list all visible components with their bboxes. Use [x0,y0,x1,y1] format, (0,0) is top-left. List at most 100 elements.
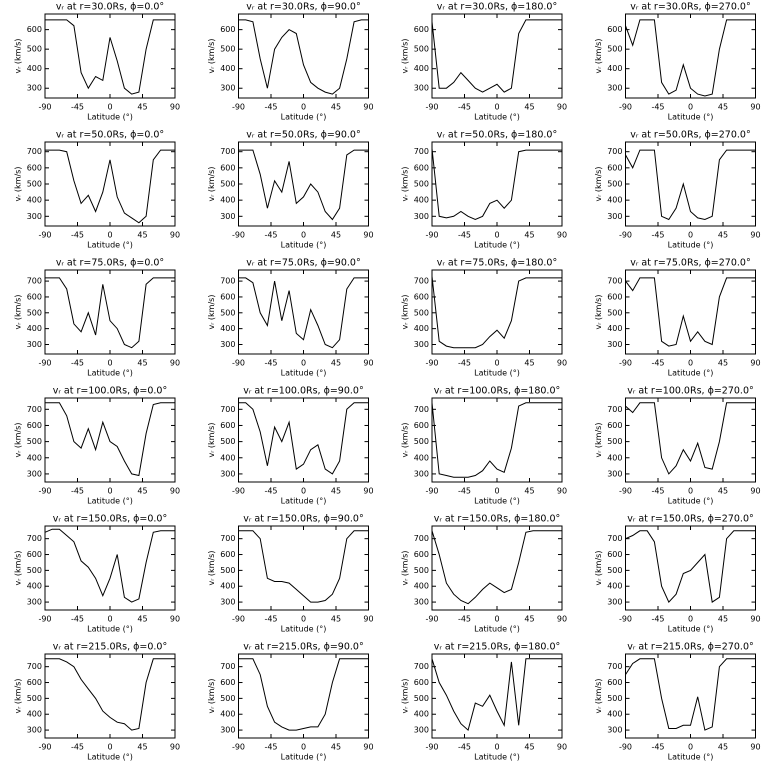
y-tick-label: 300 [27,598,42,607]
y-tick-label: 500 [607,566,622,575]
panel-title: vᵣ at r=75.0Rs, ϕ=180.0° [437,258,557,269]
x-tick-label: 90 [557,615,567,624]
x-tick-label: 90 [170,359,180,368]
x-tick-label: 0 [107,231,112,240]
y-tick-label: 300 [27,212,42,221]
plot-frame [431,13,563,99]
x-tick-label: 45 [718,231,728,240]
plot-frame [238,525,369,611]
y-tick-label: 400 [607,196,622,205]
y-tick-label: 500 [27,45,42,54]
x-tick-label: 0 [494,743,499,752]
plot-frame [625,397,756,483]
y-axis-label: vᵣ (km/s) [401,679,410,714]
y-tick-label: 600 [220,678,235,687]
y-tick-label: 400 [220,324,235,333]
data-line [431,148,562,221]
y-tick-label: 300 [607,726,622,735]
y-tick-label: 700 [607,662,622,671]
y-tick-label: 700 [220,534,235,543]
x-tick-label: 0 [688,231,693,240]
x-tick-label: -90 [232,743,245,752]
y-tick-label: 300 [27,340,42,349]
data-line [431,530,562,605]
x-tick-label: 45 [137,743,147,752]
panel-title: vᵣ at r=150.0Rs, ϕ=180.0° [434,514,561,525]
x-tick-label: -90 [619,743,632,752]
x-tick-label: -90 [38,487,51,496]
x-tick-label: -45 [264,231,277,240]
y-tick-label: 400 [607,324,622,333]
y-tick-label: 500 [414,180,429,189]
x-tick-label: 45 [524,615,534,624]
x-tick-label: 0 [688,743,693,752]
y-tick-label: 300 [607,598,622,607]
y-axis-label: vᵣ (km/s) [594,39,603,74]
y-tick-label: 400 [220,710,235,719]
panel-title: vᵣ at r=100.0Rs, ϕ=90.0° [243,386,363,397]
panel: vᵣ at r=75.0Rs, ϕ=270.0° -90 -45 0 45 90 300 40… [594,258,761,378]
y-tick-label: 600 [607,163,622,172]
x-tick-label: 90 [170,743,180,752]
x-tick-label: 45 [524,743,534,752]
panel-title: vᵣ at r=50.0Rs, ϕ=270.0° [630,130,750,141]
panel-title: vᵣ at r=150.0Rs, ϕ=270.0° [627,514,754,525]
x-tick-label: -45 [71,615,84,624]
y-tick-label: 500 [607,308,622,317]
x-axis-label: Latitude (°) [668,369,714,378]
x-tick-label: -45 [264,615,277,624]
x-tick-label: 45 [331,231,341,240]
x-axis-label: Latitude (°) [474,753,520,762]
y-tick-label: 500 [220,308,235,317]
x-tick-label: -45 [264,359,277,368]
x-tick-label: 90 [170,615,180,624]
panel: vᵣ at r=75.0Rs, ϕ=90.0° -90 -45 0 45 90 300 400… [207,258,374,378]
y-tick-label: 500 [414,437,429,446]
y-tick-label: 400 [607,453,622,462]
x-axis-label: Latitude (°) [87,241,133,250]
x-tick-label: -45 [71,359,84,368]
x-tick-label: -90 [38,103,51,112]
panel: vᵣ at r=100.0Rs, ϕ=270.0° -90 -45 0 45 90 300 4… [594,386,761,506]
x-tick-label: 90 [170,231,180,240]
plot-frame [44,525,176,611]
y-tick-label: 500 [220,45,235,54]
y-tick-label: 500 [414,694,429,703]
panel: vᵣ at r=50.0Rs, ϕ=270.0° -90 -45 0 45 90 300 40… [594,130,761,250]
x-axis-label: Latitude (°) [87,753,133,762]
x-tick-label: 0 [301,743,306,752]
y-tick-label: 300 [607,84,622,93]
y-tick-label: 700 [27,147,42,156]
x-axis-label: Latitude (°) [281,369,327,378]
x-tick-label: 0 [494,359,499,368]
y-tick-label: 600 [220,550,235,559]
y-tick-label: 400 [27,582,42,591]
y-axis-label: vᵣ (km/s) [207,167,216,202]
y-tick-label: 400 [607,582,622,591]
x-tick-label: 90 [557,743,567,752]
y-axis-label: vᵣ (km/s) [401,551,410,586]
data-line [238,19,369,95]
y-tick-label: 700 [414,277,429,286]
x-axis-label: Latitude (°) [668,497,714,506]
x-axis-label: Latitude (°) [668,113,714,122]
y-tick-label: 400 [414,64,429,73]
data-line [45,19,175,95]
x-tick-label: 0 [494,103,499,112]
x-tick-label: -90 [38,615,51,624]
y-tick-label: 400 [414,582,429,591]
panel: vᵣ at r=100.0Rs, ϕ=90.0° -90 -45 0 45 90 300 40… [207,386,374,506]
plot-frame [238,397,369,483]
panel: vᵣ at r=50.0Rs, ϕ=0.0° -90 -45 0 45 90 300 400 5… [14,130,181,250]
x-axis-label: Latitude (°) [87,625,133,634]
panel: vᵣ at r=150.0Rs, ϕ=180.0° -90 -45 0 45 90 300 4… [401,514,568,634]
panel: vᵣ at r=215.0Rs, ϕ=180.0° -90 -45 0 45 90 300 4… [401,642,568,762]
x-axis-label: Latitude (°) [668,753,714,762]
x-tick-label: -90 [619,231,632,240]
y-tick-label: 300 [220,469,235,478]
panel-title: vᵣ at r=75.0Rs, ϕ=270.0° [630,258,750,269]
x-tick-label: -45 [458,743,471,752]
panel: vᵣ at r=50.0Rs, ϕ=90.0° -90 -45 0 45 90 300 400… [207,130,374,250]
y-tick-label: 300 [607,340,622,349]
panel-title: vᵣ at r=75.0Rs, ϕ=0.0° [56,258,164,269]
